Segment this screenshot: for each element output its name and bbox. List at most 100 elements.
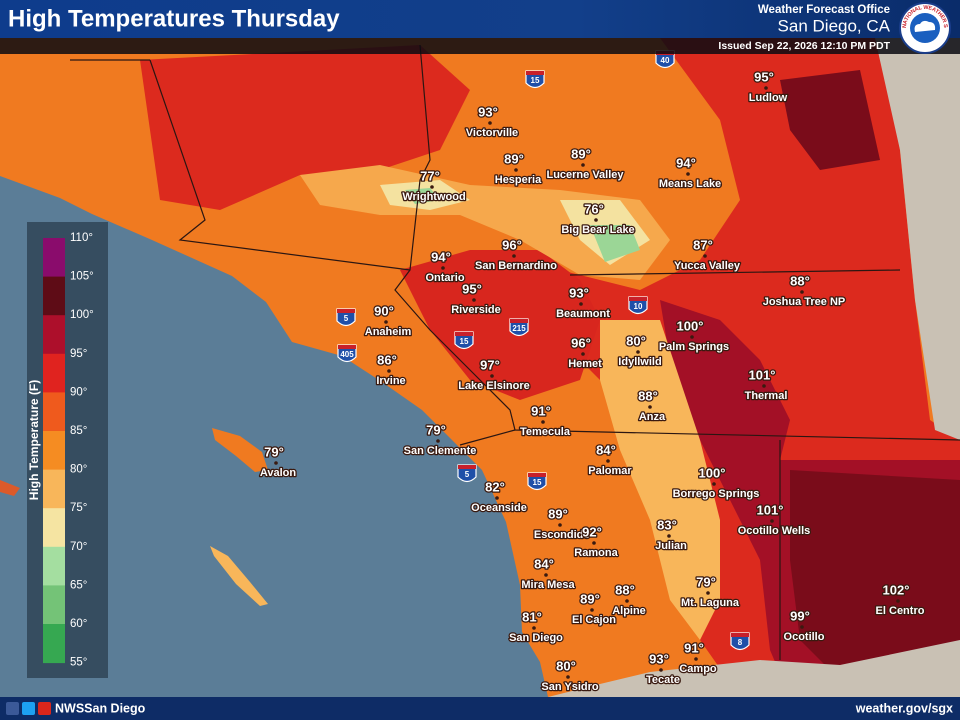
city-name: Ocotillo Wells xyxy=(738,525,811,537)
city-name: Temecula xyxy=(520,426,571,438)
city-temp: 100° xyxy=(677,318,704,333)
city-dot xyxy=(686,172,690,176)
legend-swatch xyxy=(43,508,65,548)
city-temp: 92° xyxy=(582,524,602,539)
inland-hot xyxy=(400,250,600,400)
city-name: Hesperia xyxy=(495,174,542,186)
highway-shield xyxy=(337,344,357,363)
header-strip xyxy=(0,38,960,54)
city-name: El Cajon xyxy=(572,614,616,626)
city-name: Lucerne Valley xyxy=(546,169,624,181)
city-temp: 90° xyxy=(374,303,394,318)
city-name: Ramona xyxy=(574,547,618,559)
legend-swatch xyxy=(43,353,65,393)
city-temp: 95° xyxy=(754,69,774,84)
footer-social: NWSSan Diego xyxy=(55,701,146,715)
legend-swatch xyxy=(43,238,65,278)
highway-shield-top xyxy=(528,473,546,477)
city-dot xyxy=(441,266,445,270)
city-name: Ludlow xyxy=(749,92,788,104)
city-name: San Clemente xyxy=(404,445,477,457)
legend-panel xyxy=(27,222,108,678)
highway-number: 15 xyxy=(533,478,542,487)
city-dot xyxy=(594,218,598,222)
city-dot xyxy=(488,121,492,125)
city-name: Anaheim xyxy=(365,326,412,338)
legend-swatch xyxy=(43,392,65,432)
city-name: Idyllwild xyxy=(618,356,661,368)
island xyxy=(0,480,20,496)
mountains-cool xyxy=(380,180,650,265)
county-lines xyxy=(70,44,960,660)
city-name: Yucca Valley xyxy=(674,260,741,272)
city-dot xyxy=(387,369,391,373)
city-dot xyxy=(430,185,434,189)
legend-label: 95° xyxy=(70,348,87,360)
city-name: Ocotillo xyxy=(784,631,825,643)
city-name: San Bernardino xyxy=(475,260,557,272)
city-temp: 91° xyxy=(531,403,551,418)
city-temp: 93° xyxy=(649,651,669,666)
city-name: San Diego xyxy=(509,632,563,644)
city-dot xyxy=(636,350,640,354)
city-temp: 94° xyxy=(431,249,451,264)
city-name: Tecate xyxy=(646,674,680,686)
legend-label: 55° xyxy=(70,657,87,669)
city-name: Beaumont xyxy=(556,308,610,320)
city-name: Ontario xyxy=(425,272,464,284)
city-name: El Centro xyxy=(876,605,925,617)
city-name: Palomar xyxy=(588,465,632,477)
city-dot xyxy=(495,496,499,500)
city-dot xyxy=(590,608,594,612)
city-dot xyxy=(762,384,766,388)
terrain xyxy=(875,38,960,440)
city-temp: 89° xyxy=(571,146,591,161)
desert-hot xyxy=(140,45,470,210)
desert-very-hot xyxy=(790,470,960,680)
highway-number: 8 xyxy=(738,638,743,647)
legend-label: 100° xyxy=(70,309,94,321)
highway-number: 405 xyxy=(340,350,354,359)
city-name: Mira Mesa xyxy=(521,579,575,591)
issued: Issued Sep 22, 2026 12:10 PM PDT xyxy=(718,40,890,52)
city-dot xyxy=(764,86,768,90)
highway-shield xyxy=(509,318,529,337)
city-temp: 86° xyxy=(377,352,397,367)
highway-shield-top xyxy=(731,633,749,637)
city-name: Wrightwood xyxy=(402,191,465,203)
city-temp: 101° xyxy=(757,502,784,517)
legend-label: 85° xyxy=(70,425,87,437)
city-dot xyxy=(648,405,652,409)
highway-number: 5 xyxy=(465,470,470,479)
highway-shield-top xyxy=(337,309,355,313)
legend-label: 65° xyxy=(70,579,87,591)
highway-shield xyxy=(527,472,547,491)
city-dot xyxy=(566,675,570,679)
legend-label: 90° xyxy=(70,386,87,398)
city-temp: 88° xyxy=(615,582,635,597)
city-dot xyxy=(579,302,583,306)
social-icon xyxy=(6,702,19,715)
city-temp: 89° xyxy=(580,591,600,606)
city-temp: 81° xyxy=(522,609,542,624)
highway-shield-top xyxy=(455,332,473,336)
city-dot xyxy=(712,482,716,486)
city-dot xyxy=(514,168,518,172)
city-temp: 97° xyxy=(480,357,500,372)
highway-number: 15 xyxy=(460,337,469,346)
city-dot xyxy=(274,461,278,465)
city-temp: 79° xyxy=(696,574,716,589)
city-dot xyxy=(667,534,671,538)
footer-url: weather.gov/sgx xyxy=(855,701,953,715)
city-name: Oceanside xyxy=(471,502,527,514)
highway-shield xyxy=(457,464,477,483)
legend-swatch xyxy=(43,585,65,625)
city-dot xyxy=(532,626,536,630)
city-temp: 79° xyxy=(426,422,446,437)
location: San Diego, CA xyxy=(778,16,891,35)
city-name: Palm Springs xyxy=(659,341,729,353)
highway-shield-top xyxy=(338,345,356,349)
city-dot xyxy=(690,335,694,339)
city-dot xyxy=(592,541,596,545)
